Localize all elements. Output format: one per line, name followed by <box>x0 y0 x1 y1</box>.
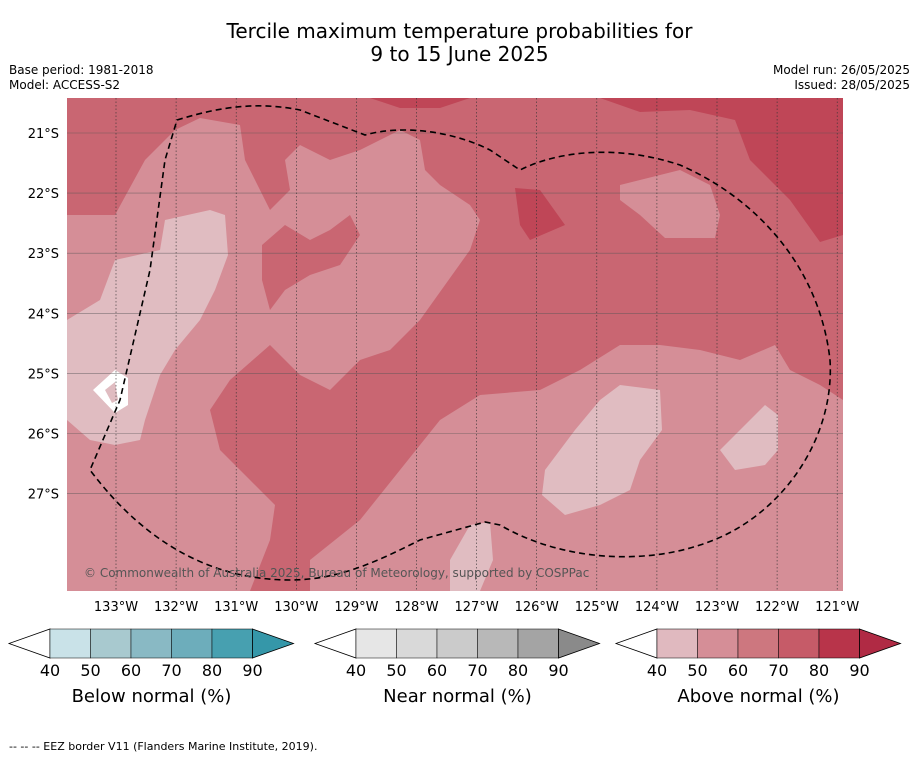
colorbar-above: 40 50 60 70 80 90 <box>614 628 902 680</box>
colorbar-tick-label: 70 <box>161 661 181 680</box>
colorbar-tick-label: 60 <box>427 661 447 680</box>
colorbar-tick-label: 70 <box>467 661 487 680</box>
colorbar-segment <box>818 628 860 659</box>
colorbar-tick-label: 80 <box>202 661 222 680</box>
colorbar-high-triangle <box>252 628 295 659</box>
above-40-region-south <box>542 385 662 515</box>
lon-label: 121°W <box>815 600 859 615</box>
probability-map <box>67 98 843 591</box>
colorbar-near: 40 50 60 70 80 90 <box>313 628 601 680</box>
colorbar-tick-label: 40 <box>40 661 60 680</box>
colorbar-segment <box>737 628 779 659</box>
longitude-labels: 133°W 132°W 131°W 130°W 129°W 128°W 127°W 126°W… <box>94 600 860 615</box>
colorbar-title-above: Above normal (%) <box>677 686 840 707</box>
lat-label: 21°S <box>28 127 59 142</box>
lon-label: 132°W <box>154 600 198 615</box>
colorbar-tick-label: 90 <box>849 661 869 680</box>
colorbar-high-triangle <box>558 628 601 659</box>
above-80-region-north <box>370 98 470 108</box>
above-40-region-southeast <box>720 405 778 470</box>
lon-label: 123°W <box>695 600 739 615</box>
title-line-1: Tercile maximum temperature probabilitie… <box>226 19 693 43</box>
colorbar-tick-label: 80 <box>508 661 528 680</box>
lon-label: 130°W <box>274 600 318 615</box>
colorbar-tick-label: 60 <box>728 661 748 680</box>
colorbar-tick-label: 40 <box>346 661 366 680</box>
map-title: Tercile maximum temperature probabilitie… <box>0 20 919 66</box>
colorbar-segment <box>49 628 91 659</box>
above-50-region-northeast <box>620 170 720 238</box>
colorbar-segment <box>396 628 438 659</box>
colorbar-title-near: Near normal (%) <box>383 686 532 707</box>
title-line-2: 9 to 15 June 2025 <box>370 42 549 66</box>
model-name: Model: ACCESS-S2 <box>9 78 121 92</box>
meta-right: Model run: 26/05/2025 Issued: 28/05/2025 <box>773 63 910 93</box>
colorbar-segment <box>517 628 559 659</box>
lat-label: 27°S <box>28 488 59 503</box>
lon-label: 133°W <box>94 600 138 615</box>
lon-label: 131°W <box>214 600 258 615</box>
above-40-region-bottom <box>450 522 493 591</box>
colorbar-tick-label: 40 <box>647 661 667 680</box>
colorbar-segment <box>477 628 519 659</box>
colorbar-low-triangle <box>313 628 357 659</box>
colorbar-segment <box>778 628 820 659</box>
colorbar-high-triangle <box>859 628 902 659</box>
meta-left: Base period: 1981-2018 Model: ACCESS-S2 <box>9 63 154 93</box>
colorbar-low-triangle <box>7 628 51 659</box>
colorbar-tick-label: 50 <box>386 661 406 680</box>
lat-label: 25°S <box>28 367 59 382</box>
eez-footnote: -- -- -- EEZ border V11 (Flanders Marine… <box>9 740 318 753</box>
eez-border <box>89 105 832 581</box>
lon-label: 125°W <box>575 600 619 615</box>
colorbar-segment <box>656 628 698 659</box>
colorbar-segment <box>355 628 397 659</box>
latitude-labels: 21°S 22°S 23°S 24°S 25°S 26°S 27°S <box>28 127 59 503</box>
colorbar-tick-label: 70 <box>768 661 788 680</box>
colorbars: 40 50 60 70 80 90 40 50 60 70 80 90 40 50 60 70 80 90 <box>7 628 902 680</box>
colorbar-tick-label: 60 <box>121 661 141 680</box>
colorbar-segment <box>90 628 132 659</box>
colorbar-title-below: Below normal (%) <box>71 686 232 707</box>
issued-date: Issued: 28/05/2025 <box>794 78 910 92</box>
copyright-notice: © Commonwealth of Australia 2025, Bureau… <box>84 566 590 580</box>
lon-label: 127°W <box>455 600 499 615</box>
colorbar-segment <box>211 628 253 659</box>
lon-label: 124°W <box>635 600 679 615</box>
colorbar-tick-label: 90 <box>548 661 568 680</box>
colorbar-low-triangle <box>614 628 658 659</box>
lat-label: 22°S <box>28 187 59 202</box>
above-80-region-east <box>600 98 843 242</box>
model-run: Model run: 26/05/2025 <box>772 63 910 77</box>
lon-label: 129°W <box>334 600 378 615</box>
colorbar-tick-label: 50 <box>80 661 100 680</box>
lon-label: 122°W <box>755 600 799 615</box>
lat-label: 26°S <box>28 428 59 443</box>
above-60-patch <box>262 215 360 310</box>
lon-label: 128°W <box>394 600 438 615</box>
above-80-region-small <box>515 188 565 240</box>
map-grid <box>67 98 843 591</box>
colorbar-tick-label: 80 <box>809 661 829 680</box>
colorbar-segment <box>436 628 478 659</box>
colorbar-below: 40 50 60 70 80 90 <box>7 628 295 680</box>
colorbar-segment <box>171 628 213 659</box>
base-period: Base period: 1981-2018 <box>9 63 154 77</box>
colorbar-segment <box>130 628 172 659</box>
colorbar-tick-label: 50 <box>687 661 707 680</box>
lat-label: 23°S <box>28 247 59 262</box>
colorbar-tick-label: 90 <box>242 661 262 680</box>
colorbar-segment <box>697 628 739 659</box>
lat-label: 24°S <box>28 307 59 322</box>
lon-label: 126°W <box>515 600 559 615</box>
